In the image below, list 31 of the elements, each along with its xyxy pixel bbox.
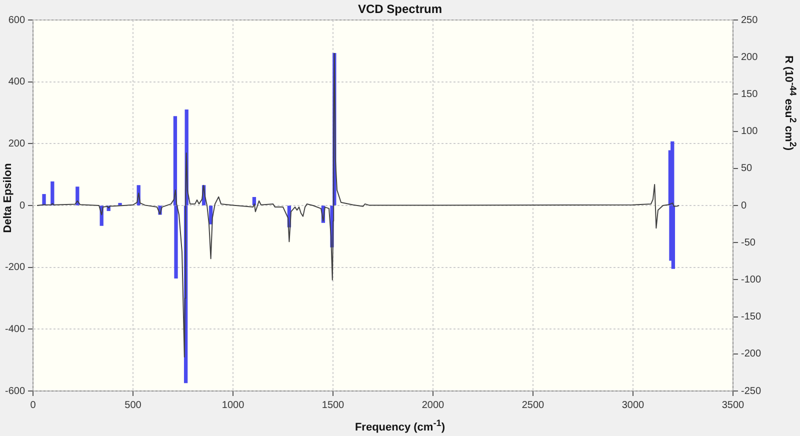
y2-tick-label: 250 [740, 14, 758, 26]
y-tick-label: 400 [8, 76, 26, 88]
y2-tick-label: 100 [740, 126, 758, 138]
y-tick-label: 200 [8, 138, 26, 150]
y2-tick-label: -50 [740, 237, 756, 248]
x-tick-label: 0 [30, 400, 36, 411]
y-tick-label: 0 [19, 200, 26, 212]
y2-tick-label: 50 [740, 163, 753, 174]
y-tick-label: -400 [5, 324, 26, 335]
y2-tick-label: -150 [740, 312, 762, 323]
y-tick-label: -200 [5, 262, 26, 274]
y2-tick-label: 150 [740, 88, 758, 100]
y2-tick-label: -250 [740, 386, 762, 397]
x-tick-label: 3000 [622, 400, 645, 411]
bar [50, 181, 54, 206]
y-tick-label: 600 [8, 14, 26, 26]
y2-tick-label: 200 [740, 52, 758, 63]
chart-title: VCD Spectrum [356, 2, 444, 16]
y2-tick-label: -100 [740, 274, 762, 286]
x-tick-label: 500 [124, 400, 142, 411]
x-tick-label: 3500 [722, 400, 745, 411]
x-tick-label: 1500 [322, 400, 345, 411]
bar [42, 194, 46, 206]
y2-tick-label: -200 [740, 348, 762, 360]
x-axis-title: Frequency (cm$^{-1}$) [354, 418, 446, 434]
x-tick-label: 1000 [222, 400, 245, 411]
y-tick-label: -600 [5, 386, 26, 397]
y2-tick-label: 0 [740, 200, 747, 212]
x-tick-label: 2500 [522, 400, 545, 411]
x-tick-label: 2000 [422, 400, 445, 411]
y-axis-title: Delta Epsilon [2, 163, 14, 233]
